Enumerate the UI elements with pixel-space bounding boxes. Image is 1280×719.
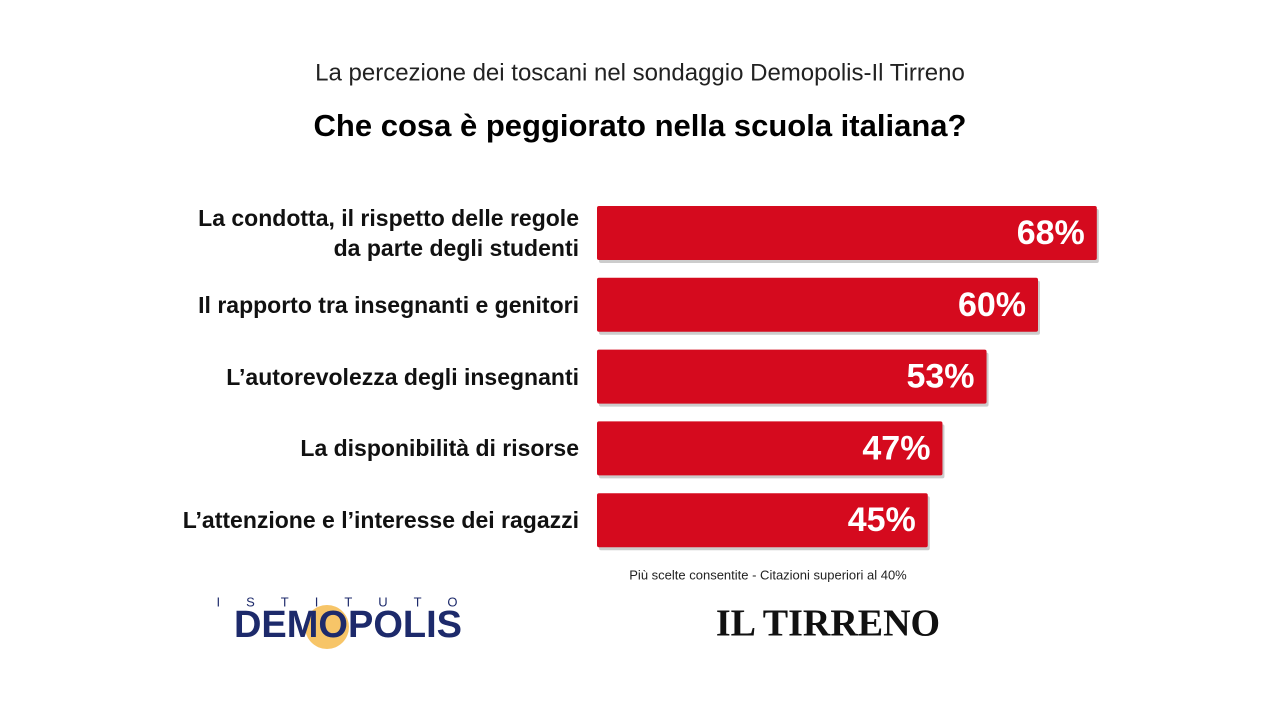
- value-label: 68%: [1017, 214, 1085, 252]
- category-label: Il rapporto tra insegnanti e genitori: [198, 291, 579, 318]
- value-label: 47%: [862, 429, 930, 467]
- logo-tirreno: IL TIRRENO: [716, 603, 940, 645]
- note: Più scelte consentite - Citazioni superi…: [629, 567, 907, 582]
- bar: [597, 277, 1038, 332]
- category-label: L’autorevolezza degli insegnanti: [226, 363, 579, 390]
- bar: [597, 206, 1097, 260]
- category-label: La disponibilità di risorse: [300, 435, 579, 462]
- category-label: La condotta, il rispetto delle regole da…: [198, 205, 579, 261]
- chart-title: Che cosa è peggiorato nella scuola itali…: [314, 108, 967, 143]
- value-label: 53%: [906, 358, 974, 396]
- chart-subtitle: La percezione dei toscani nel sondaggio …: [315, 59, 965, 86]
- logo-istituto: ISTITUTO: [217, 594, 484, 609]
- logo-demopolis: DEMOPOLIS: [234, 604, 462, 646]
- bar: [597, 493, 928, 548]
- value-label: 60%: [958, 286, 1026, 324]
- value-label: 45%: [848, 501, 916, 539]
- bar: [597, 349, 987, 404]
- category-label: L’attenzione e l’interesse dei ragazzi: [182, 507, 579, 534]
- bar: [597, 421, 943, 476]
- logo-sun: [305, 605, 349, 649]
